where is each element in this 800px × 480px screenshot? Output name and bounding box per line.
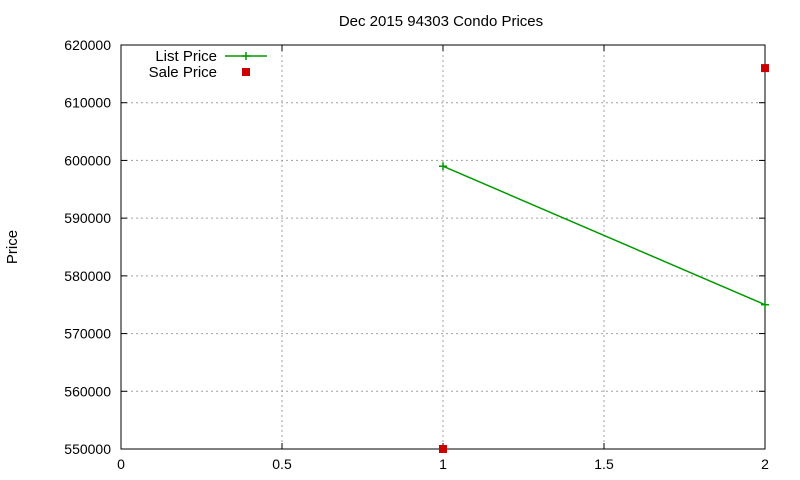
y-axis-label: Price: [4, 230, 21, 264]
y-tick-label: 560000: [64, 383, 111, 399]
legend-label-list-price: List Price: [155, 48, 217, 65]
y-tick-label: 580000: [64, 268, 111, 284]
series: [439, 64, 769, 453]
x-tick-label: 2: [761, 456, 769, 472]
legend-marker-list-price: [242, 52, 250, 60]
list-price-point: [439, 162, 447, 171]
grid: [121, 45, 765, 449]
sale-price-point: [439, 445, 447, 453]
y-tick-label: 610000: [64, 95, 111, 111]
sale-price-point: [761, 64, 769, 73]
y-tick-label: 620000: [64, 37, 111, 53]
y-tick-label: 600000: [64, 152, 111, 168]
legend-marker-sale-price: [242, 68, 250, 76]
legend-label-sale-price: Sale Price: [149, 64, 217, 81]
list-price-point: [761, 300, 769, 309]
x-tick-label: 1: [439, 456, 447, 472]
chart-title: Dec 2015 94303 Condo Prices: [339, 13, 543, 30]
x-tick-label: 1.5: [594, 456, 614, 472]
y-tick-label: 570000: [64, 326, 111, 342]
list-price-line: [442, 165, 766, 306]
y-tick-label: 550000: [64, 441, 111, 457]
x-tick-label: 0.5: [272, 456, 292, 472]
x-tick-label: 0: [117, 456, 125, 472]
y-tick-label: 590000: [64, 210, 111, 226]
ticks: 0 0.5 1 1.5 2 550000 560000 570000 580000 590000 6…: [64, 37, 769, 472]
